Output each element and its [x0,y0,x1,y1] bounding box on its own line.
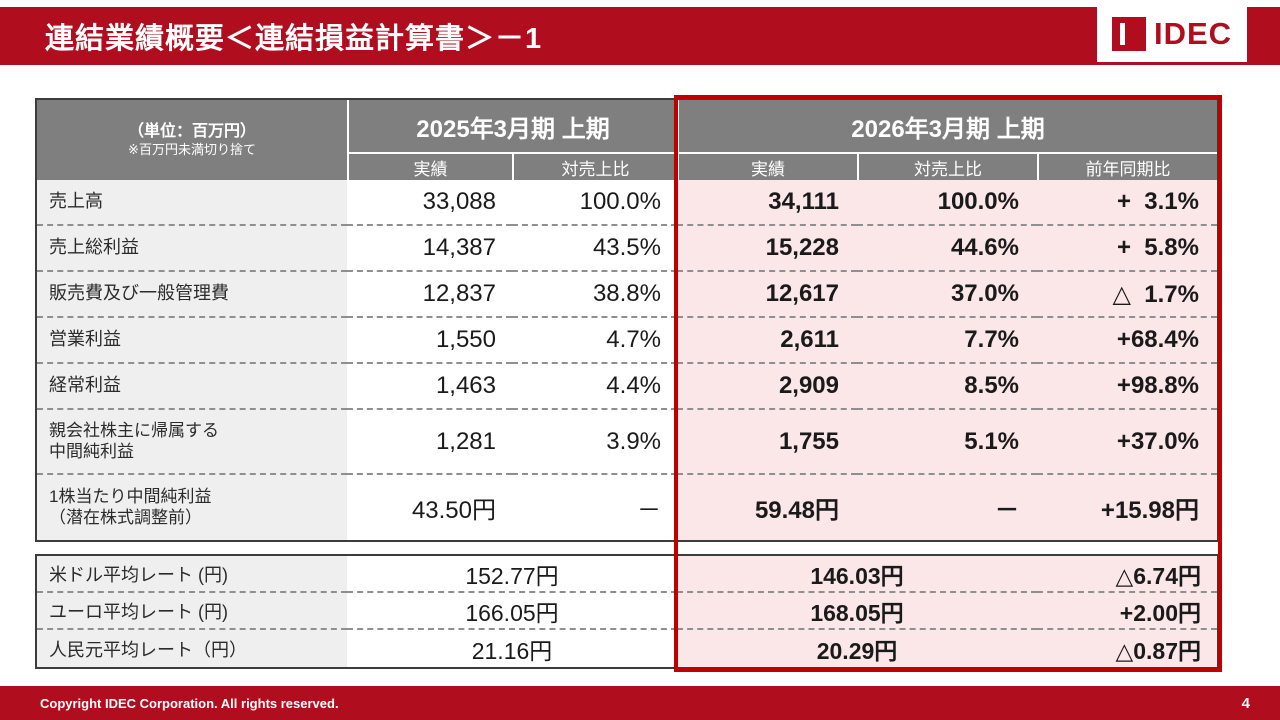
row-label: 親会社株主に帰属する 中間純利益 [37,410,347,475]
fy2025-ratio: 4.4% [512,364,677,410]
fy2026-yoy: +98.8% [1037,364,1217,410]
exchange-rate-table: 米ドル平均レート (円) 152.77円 146.03円 △6.74円 ユーロ平… [35,554,1219,669]
subheader-fy2026-actual: 実績 [677,152,857,180]
fx-fy2025-rate: 21.16円 [347,630,677,667]
idec-logo-text: IDEC [1153,16,1233,51]
unit-note-line2: ※百万円未満切り捨て [128,141,256,157]
page-title: 連結業績概要＜連結損益計算書＞－1 [45,23,543,55]
fy2026-ratio: 100.0% [857,180,1037,226]
tables-area: （単位：百万円） ※百万円未満切り捨て 2025年3月期 上期 2026年3月期… [35,95,1222,672]
unit-note-line1: （単位：百万円） [127,122,256,140]
fy2026-yoy: △ 1.7% [1037,272,1217,318]
fy2026-yoy: +15.98円 [1037,475,1217,540]
fx-row-label: 米ドル平均レート (円) [37,556,347,593]
row-label: 経常利益 [37,364,347,410]
fy2025-actual: 33,088 [347,180,512,226]
fy2026-ratio: － [857,475,1037,540]
row-label: 1株当たり中間純利益 （潜在株式調整前） [37,475,347,540]
row-label: 営業利益 [37,318,347,364]
fy2025-actual: 1,463 [347,364,512,410]
subheader-fy2026-ratio: 対売上比 [857,152,1037,180]
fy2026-yoy: + 3.1% [1037,180,1217,226]
footer-bar: Copyright IDEC Corporation. All rights r… [0,686,1280,720]
fy2025-actual: 1,281 [347,410,512,475]
fy2026-ratio: 37.0% [857,272,1037,318]
fy2025-ratio: 3.9% [512,410,677,475]
subheader-fy2025-ratio: 対売上比 [512,152,677,180]
fy2025-actual: 43.50円 [347,475,512,540]
fx-yoy-change: +2.00円 [1037,593,1217,630]
fy2025-ratio: 4.7% [512,318,677,364]
fx-fy2026-rate: 146.03円 [677,556,1037,593]
fy2026-actual: 12,617 [677,272,857,318]
col-group-fy2026: 2026年3月期 上期 [677,100,1217,152]
title-bar: 連結業績概要＜連結損益計算書＞－1 [0,7,1280,65]
fy2026-actual: 2,909 [677,364,857,410]
fx-fy2025-rate: 166.05円 [347,593,677,630]
fy2026-actual: 1,755 [677,410,857,475]
fy2026-yoy: +37.0% [1037,410,1217,475]
subheader-fy2026-yoy: 前年同期比 [1037,152,1217,180]
fy2025-ratio: 43.5% [512,226,677,272]
copyright-text: Copyright IDEC Corporation. All rights r… [40,695,339,711]
income-statement-table: （単位：百万円） ※百万円未満切り捨て 2025年3月期 上期 2026年3月期… [35,98,1219,542]
fy2026-yoy: + 5.8% [1037,226,1217,272]
fy2026-actual: 2,611 [677,318,857,364]
fy2026-yoy: +68.4% [1037,318,1217,364]
idec-logo-mark-icon [1111,17,1146,51]
fy2025-actual: 1,550 [347,318,512,364]
unit-note: （単位：百万円） ※百万円未満切り捨て [37,100,347,180]
subheader-fy2025-actual: 実績 [347,152,512,180]
fy2025-actual: 14,387 [347,226,512,272]
idec-logo: IDEC [1097,6,1247,62]
fy2026-actual: 59.48円 [677,475,857,540]
col-group-fy2025: 2025年3月期 上期 [347,100,677,152]
fx-yoy-change: △6.74円 [1037,556,1217,593]
fy2026-actual: 34,111 [677,180,857,226]
fy2025-actual: 12,837 [347,272,512,318]
fx-fy2025-rate: 152.77円 [347,556,677,593]
page-number: 4 [1241,694,1250,712]
fy2026-ratio: 44.6% [857,226,1037,272]
row-label: 売上高 [37,180,347,226]
fx-row-label: 人民元平均レート（円） [37,630,347,667]
fx-yoy-change: △0.87円 [1037,630,1217,667]
fx-fy2026-rate: 20.29円 [677,630,1037,667]
row-label: 販売費及び一般管理費 [37,272,347,318]
fy2026-ratio: 7.7% [857,318,1037,364]
fy2025-ratio: 38.8% [512,272,677,318]
fy2025-ratio: － [512,475,677,540]
fy2026-ratio: 8.5% [857,364,1037,410]
fx-row-label: ユーロ平均レート (円) [37,593,347,630]
fy2025-ratio: 100.0% [512,180,677,226]
fy2026-actual: 15,228 [677,226,857,272]
fx-fy2026-rate: 168.05円 [677,593,1037,630]
row-label: 売上総利益 [37,226,347,272]
fy2026-ratio: 5.1% [857,410,1037,475]
